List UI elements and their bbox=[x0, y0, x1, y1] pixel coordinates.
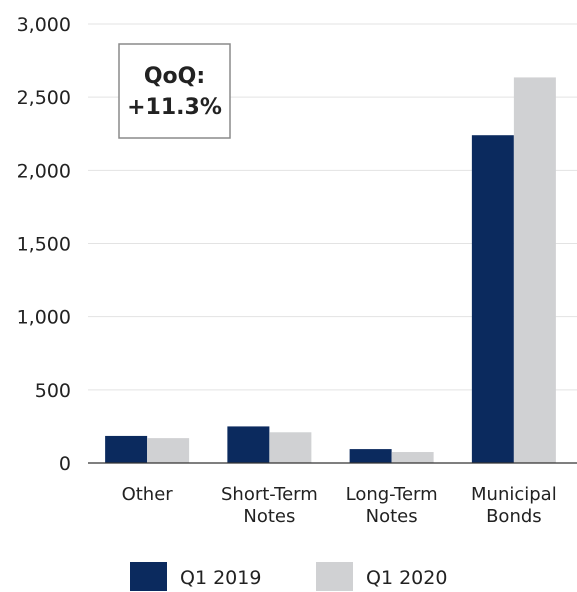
bar bbox=[471, 135, 514, 464]
bar bbox=[227, 426, 270, 463]
bar bbox=[269, 432, 312, 463]
x-category-label: Long-Term Notes bbox=[346, 484, 438, 527]
y-tick-label: 500 bbox=[35, 380, 71, 402]
y-tick-label: 3,000 bbox=[17, 14, 71, 36]
y-tick-label: 1,000 bbox=[17, 307, 71, 329]
legend-swatch bbox=[130, 562, 167, 591]
y-axis-ticks: 0 500 1,000 1,500 2,000 2,500 3,000 bbox=[17, 14, 71, 475]
x-axis-categories: Other Short-Term Notes Long-Term Notes Munici… bbox=[122, 484, 557, 527]
legend-label: Q1 2019 bbox=[180, 567, 261, 589]
bar bbox=[391, 452, 434, 463]
legend-swatch bbox=[316, 562, 353, 591]
y-tick-label: 2,000 bbox=[17, 160, 71, 182]
legend-label: Q1 2020 bbox=[366, 567, 447, 589]
bar bbox=[513, 77, 556, 463]
legend: Q1 2019 Q1 2020 bbox=[130, 562, 447, 591]
x-category-label: Municipal Bonds bbox=[471, 484, 557, 527]
annotation-line-2: +11.3% bbox=[127, 95, 222, 120]
annotation-box: QoQ: +11.3% bbox=[118, 43, 231, 139]
bar bbox=[349, 449, 392, 463]
bar bbox=[147, 438, 190, 463]
annotation-line-1: QoQ: bbox=[144, 64, 205, 89]
bar bbox=[105, 435, 148, 463]
y-tick-label: 1,500 bbox=[17, 234, 71, 256]
y-tick-label: 0 bbox=[59, 453, 71, 475]
bars bbox=[105, 77, 556, 464]
y-tick-label: 2,500 bbox=[17, 87, 71, 109]
x-category-label: Other bbox=[122, 484, 174, 505]
x-category-label: Short-Term Notes bbox=[221, 484, 318, 527]
